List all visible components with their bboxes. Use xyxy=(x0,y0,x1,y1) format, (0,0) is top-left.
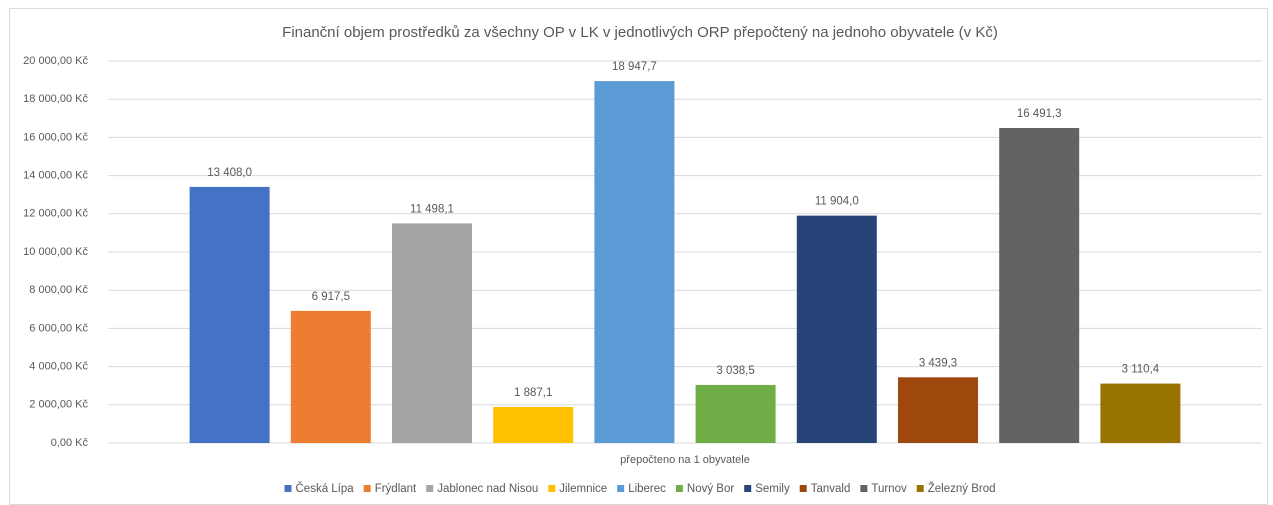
bar xyxy=(189,186,270,443)
data-label: 18 947,7 xyxy=(612,61,657,73)
legend-swatch xyxy=(284,485,292,492)
bar xyxy=(290,310,371,443)
data-label: 1 887,1 xyxy=(514,387,552,399)
y-tick-label: 6 000,00 Kč xyxy=(29,322,88,334)
bar xyxy=(898,377,978,443)
legend-label: Frýdlant xyxy=(375,483,417,495)
y-tick-label: 8 000,00 Kč xyxy=(29,284,88,296)
legend-swatch xyxy=(426,485,434,492)
data-label: 13 408,0 xyxy=(207,167,252,179)
legend-label: Jilemnice xyxy=(559,483,607,495)
y-tick-label: 4 000,00 Kč xyxy=(29,361,88,373)
y-tick-label: 0,00 Kč xyxy=(51,437,89,449)
y-tick-label: 12 000,00 Kč xyxy=(23,208,88,220)
y-tick-label: 20 000,00 Kč xyxy=(23,55,88,67)
data-label: 6 917,5 xyxy=(312,291,350,303)
bar xyxy=(695,384,776,443)
y-tick-label: 16 000,00 Kč xyxy=(23,131,88,143)
bar xyxy=(999,128,1080,443)
legend-swatch xyxy=(860,485,868,492)
legend-label: Liberec xyxy=(628,483,666,495)
y-tick-label: 18 000,00 Kč xyxy=(23,93,88,105)
legend-swatch xyxy=(799,485,807,492)
legend-label: Železný Brod xyxy=(928,482,996,495)
bar xyxy=(392,223,472,443)
data-label: 16 491,3 xyxy=(1017,108,1062,120)
data-label: 11 904,0 xyxy=(815,196,859,208)
data-label: 3 038,5 xyxy=(716,365,754,377)
legend-label: Nový Bor xyxy=(687,483,734,495)
y-tick-label: 14 000,00 Kč xyxy=(23,170,88,182)
legend-label: Česká Lípa xyxy=(296,482,355,495)
legend-swatch xyxy=(617,485,625,492)
y-tick-label: 10 000,00 Kč xyxy=(23,246,88,258)
y-tick-label: 2 000,00 Kč xyxy=(29,399,88,411)
legend-label: Tanvald xyxy=(811,483,851,495)
legend-swatch xyxy=(744,485,752,492)
bar xyxy=(1100,383,1181,443)
x-tick-label: přepočteno na 1 obyvatele xyxy=(620,454,750,466)
legend-label: Jablonec nad Nisou xyxy=(437,483,538,495)
data-label: 11 498,1 xyxy=(410,203,454,215)
data-label: 3 110,4 xyxy=(1122,364,1160,376)
legend-swatch xyxy=(548,485,556,492)
bar xyxy=(594,81,675,443)
bar xyxy=(493,406,574,443)
data-label: 3 439,3 xyxy=(919,357,957,369)
legend-swatch xyxy=(363,485,371,492)
chart-title: Finanční objem prostředků za všechny OP … xyxy=(282,24,998,41)
legend-label: Turnov xyxy=(871,483,907,495)
bar xyxy=(796,215,877,443)
legend-swatch xyxy=(675,485,683,492)
legend-label: Semily xyxy=(755,483,790,495)
legend-swatch xyxy=(916,485,924,492)
